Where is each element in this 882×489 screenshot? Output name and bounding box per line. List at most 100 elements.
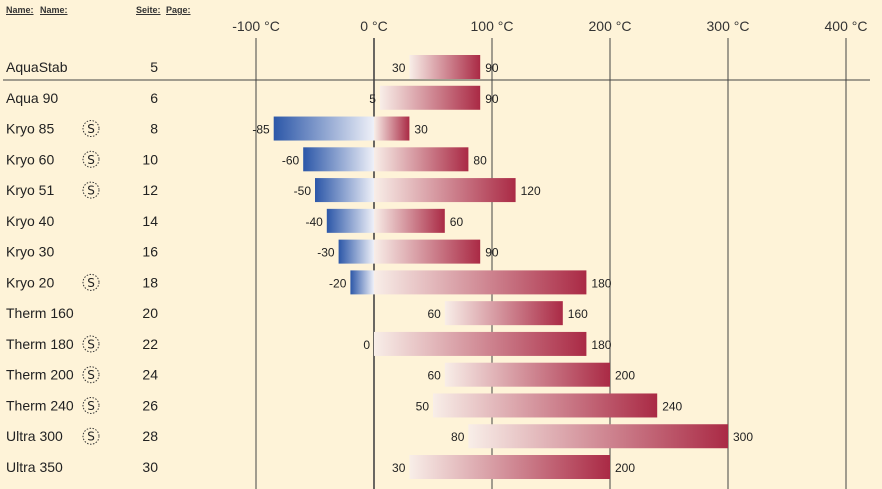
warm-range-bar <box>444 362 610 387</box>
name-header-de: Name: <box>6 5 34 15</box>
max-value-label: 160 <box>568 307 588 321</box>
min-value-label: -85 <box>252 123 270 137</box>
row-page: 18 <box>142 274 158 290</box>
x-tick-label: -100 °C <box>232 18 280 34</box>
min-value-label: 60 <box>427 369 441 383</box>
row-page: 28 <box>142 428 158 444</box>
max-value-label: 80 <box>473 153 487 167</box>
row-name: Kryo 60 <box>6 151 54 167</box>
x-tick-label: 200 °C <box>589 18 632 34</box>
safety-badge-symbol: S <box>87 276 95 290</box>
cold-range-bar <box>338 239 374 264</box>
safety-badge-symbol: S <box>87 122 95 136</box>
min-value-label: 30 <box>392 461 406 475</box>
row-page: 10 <box>142 151 158 167</box>
max-value-label: 90 <box>485 61 499 75</box>
row-name: Therm 240 <box>6 397 74 413</box>
cold-range-bar <box>326 208 374 233</box>
row-name: Kryo 30 <box>6 244 54 260</box>
warm-range-bar <box>433 393 658 418</box>
warm-range-bar <box>409 455 610 480</box>
row-page: 6 <box>150 90 158 106</box>
max-value-label: 180 <box>591 276 611 290</box>
row-page: 5 <box>150 59 158 75</box>
warm-range-bar <box>374 147 469 172</box>
row-name: Kryo 40 <box>6 213 54 229</box>
row-name: Kryo 85 <box>6 121 54 137</box>
min-value-label: 30 <box>392 61 406 75</box>
min-value-label: -20 <box>329 276 347 290</box>
safety-badge-icon <box>82 396 100 414</box>
row-page: 24 <box>142 367 158 383</box>
warm-range-bar <box>374 116 410 141</box>
safety-badge-symbol: S <box>87 337 95 351</box>
row-name: Therm 160 <box>6 305 74 321</box>
row-page: 16 <box>142 244 158 260</box>
safety-badge-icon <box>82 120 100 138</box>
safety-badge-icon <box>82 427 100 445</box>
warm-range-bar <box>374 178 516 203</box>
safety-badge-symbol: S <box>87 430 95 444</box>
warm-range-bar <box>374 239 481 264</box>
row-page: 20 <box>142 305 158 321</box>
max-value-label: 200 <box>615 461 635 475</box>
safety-badge-icon <box>82 181 100 199</box>
cold-range-bar <box>315 178 374 203</box>
row-name: Therm 200 <box>6 367 74 383</box>
row-name: Therm 180 <box>6 336 74 352</box>
warm-range-bar <box>468 424 728 449</box>
max-value-label: 30 <box>414 123 428 137</box>
min-value-label: 50 <box>416 399 430 413</box>
min-value-label: 5 <box>369 92 376 106</box>
row-page: 30 <box>142 459 158 475</box>
x-tick-label: 400 °C <box>825 18 868 34</box>
row-name: AquaStab <box>6 59 68 75</box>
safety-badge-symbol: S <box>87 368 95 382</box>
row-name: Aqua 90 <box>6 90 58 106</box>
name-header-en: Name: <box>40 5 68 15</box>
cold-range-bar <box>350 270 374 295</box>
row-page: 22 <box>142 336 158 352</box>
min-value-label: 0 <box>363 338 370 352</box>
warm-range-bar <box>374 331 587 356</box>
max-value-label: 200 <box>615 369 635 383</box>
max-value-label: 60 <box>450 215 464 229</box>
row-name: Kryo 51 <box>6 182 54 198</box>
min-value-label: 80 <box>451 430 465 444</box>
x-tick-label: 0 °C <box>360 18 387 34</box>
max-value-label: 180 <box>591 338 611 352</box>
safety-badge-icon <box>82 335 100 353</box>
row-page: 12 <box>142 182 158 198</box>
row-page: 8 <box>150 121 158 137</box>
warm-range-bar <box>374 208 445 233</box>
warm-range-bar <box>379 85 481 110</box>
min-value-label: -40 <box>305 215 323 229</box>
cold-range-bar <box>273 116 374 141</box>
max-value-label: 120 <box>521 184 541 198</box>
warm-range-bar <box>409 55 481 79</box>
min-value-label: 60 <box>427 307 441 321</box>
row-name: Kryo 20 <box>6 274 54 290</box>
max-value-label: 240 <box>662 399 682 413</box>
cold-range-bar <box>303 147 374 172</box>
warm-range-bar <box>374 270 587 295</box>
max-value-label: 90 <box>485 246 499 260</box>
safety-badge-icon <box>82 150 100 168</box>
row-name: Ultra 350 <box>6 459 63 475</box>
safety-badge-icon <box>82 366 100 384</box>
warm-range-bar <box>444 301 563 326</box>
row-page: 26 <box>142 397 158 413</box>
max-value-label: 300 <box>733 430 753 444</box>
safety-badge-symbol: S <box>87 153 95 167</box>
min-value-label: -30 <box>317 246 335 260</box>
x-tick-label: 100 °C <box>471 18 514 34</box>
min-value-label: -60 <box>282 153 300 167</box>
row-page: 14 <box>142 213 158 229</box>
page-header-de: Seite: <box>136 5 161 15</box>
page-header-en: Page: <box>166 5 191 15</box>
max-value-label: 90 <box>485 92 499 106</box>
safety-badge-icon <box>82 273 100 291</box>
safety-badge-symbol: S <box>87 399 95 413</box>
safety-badge-symbol: S <box>87 184 95 198</box>
